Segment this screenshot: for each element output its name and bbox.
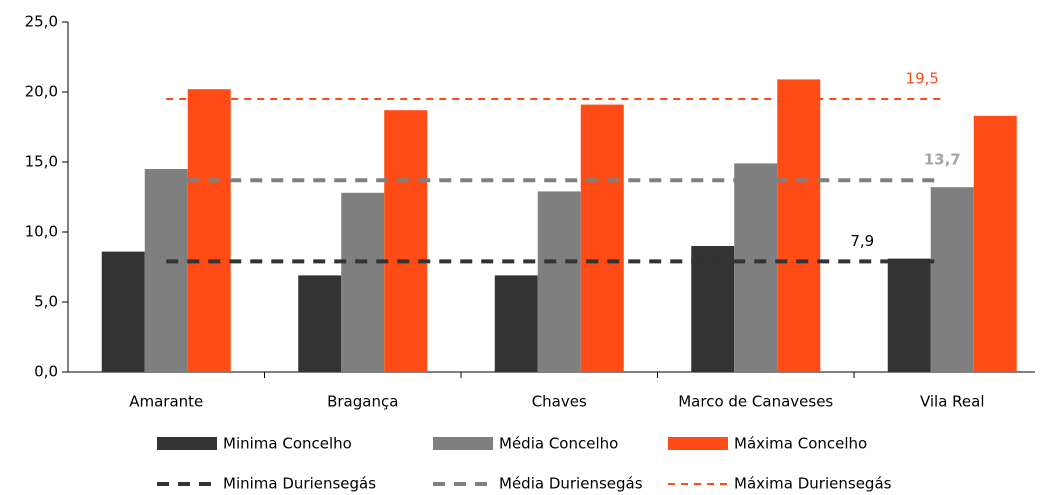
legend-label: Máxima Duriensegás xyxy=(734,475,892,493)
legend-label: Média Duriensegás xyxy=(499,475,643,493)
x-tick-label: Chaves xyxy=(532,393,587,411)
bar xyxy=(930,187,974,372)
legend-label: Média Concelho xyxy=(499,435,618,453)
bar xyxy=(777,79,821,373)
bar xyxy=(187,89,231,372)
y-tick-label: 5,0 xyxy=(34,293,58,311)
x-tick-label: Amarante xyxy=(129,393,203,411)
bar xyxy=(298,275,342,372)
reference-label: 13,7 xyxy=(924,151,961,169)
bar xyxy=(101,251,145,372)
bar xyxy=(144,169,188,372)
bar xyxy=(734,163,778,372)
bar xyxy=(887,258,931,372)
y-tick-label: 0,0 xyxy=(34,363,58,381)
x-tick-label: Bragança xyxy=(327,393,398,411)
y-tick-label: 20,0 xyxy=(25,83,58,101)
bar xyxy=(580,104,624,372)
y-tick-label: 25,0 xyxy=(25,13,58,31)
legend-label: Minima Duriensegás xyxy=(223,475,376,493)
bar xyxy=(973,115,1017,373)
bar xyxy=(384,110,428,372)
legend-swatch xyxy=(157,437,217,450)
reference-label: 19,5 xyxy=(906,70,939,88)
legend-swatch xyxy=(668,437,728,450)
y-tick-label: 10,0 xyxy=(25,223,58,241)
bar xyxy=(341,192,385,372)
legend-swatch xyxy=(433,437,493,450)
legend-label: Máxima Concelho xyxy=(734,435,867,453)
reference-label: 7,9 xyxy=(850,232,874,250)
y-tick-label: 15,0 xyxy=(25,153,58,171)
bar xyxy=(537,191,581,372)
legend-label: Minima Concelho xyxy=(223,435,352,453)
x-tick-label: Marco de Canaveses xyxy=(678,393,833,411)
x-tick-label: Vila Real xyxy=(920,393,985,411)
bar xyxy=(691,246,735,372)
bar xyxy=(494,275,538,372)
